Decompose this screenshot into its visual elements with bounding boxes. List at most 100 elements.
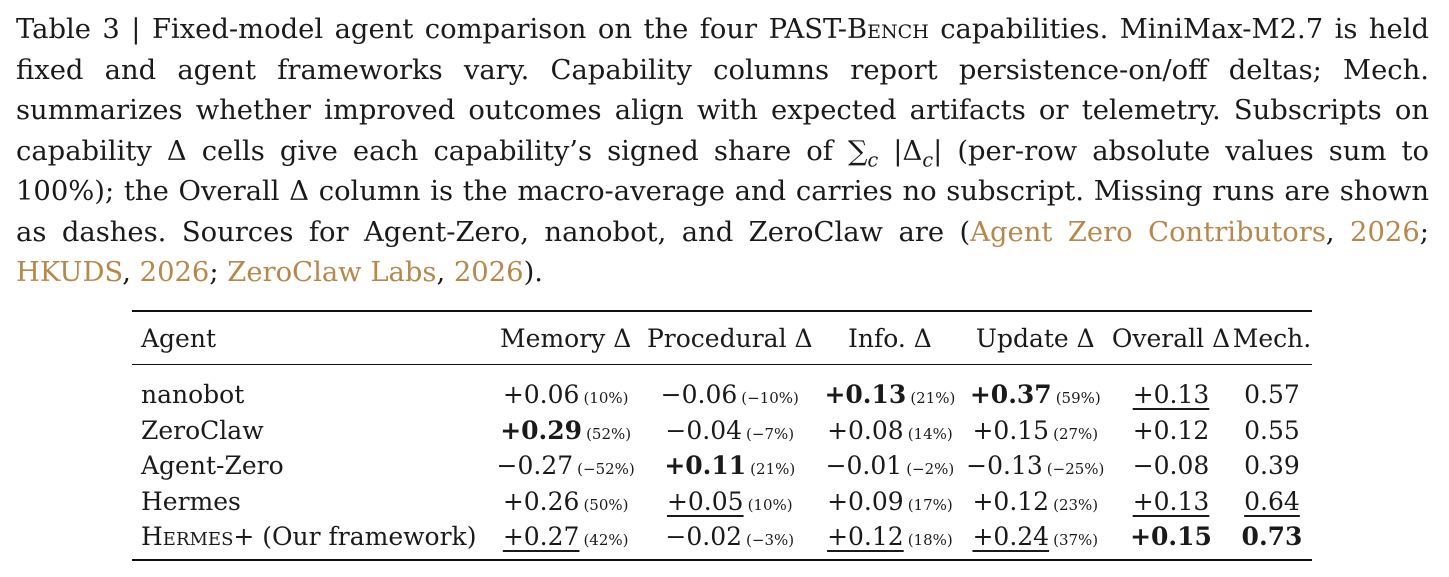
caption-bench-smallcaps: Bench — [847, 14, 929, 45]
citation-link[interactable]: Agent Zero Contributors — [970, 216, 1326, 248]
update-cell: +0.15 (27%) — [961, 413, 1110, 449]
agent-name: nanobot — [141, 380, 245, 410]
info-cell: −0.01 (−2%) — [819, 448, 960, 484]
table-caption: Table 3 | Fixed-model agent comparison o… — [16, 10, 1429, 294]
caption-text: Table 3 | Fixed-model agent comparison o… — [16, 14, 848, 45]
agent-name: Hermes+ (Our framework) — [132, 519, 491, 560]
mech-cell: 0.57 — [1232, 365, 1312, 413]
share-subscript: (42%) — [583, 531, 629, 550]
overall-value: +0.15 — [1130, 522, 1212, 552]
delta-value: +0.37 — [969, 380, 1052, 410]
overall-value: +0.12 — [1132, 415, 1210, 445]
delta-value: +0.12 — [827, 522, 904, 552]
update-cell: +0.37 (59%) — [961, 365, 1110, 413]
delta-value: +0.27 — [502, 522, 580, 552]
mech-cell: 0.73 — [1232, 519, 1312, 560]
overall-value: +0.13 — [1132, 486, 1210, 516]
share-subscript: (52%) — [586, 424, 632, 443]
table-header-row: Agent Memory Δ Procedural Δ Info. Δ Upda… — [132, 311, 1312, 365]
header-info: Info. Δ — [848, 323, 932, 353]
delta-value: −0.04 — [665, 415, 743, 445]
share-subscript: (−7%) — [746, 424, 795, 443]
procedural-cell: −0.02 (−3%) — [640, 519, 819, 560]
caption-separator: , — [1325, 216, 1351, 248]
agent-name-smallcaps: Hermes — [141, 522, 234, 552]
share-subscript: (10%) — [583, 389, 629, 408]
caption-separator: ; — [209, 257, 228, 288]
caption-separator: , — [122, 257, 140, 288]
delta-value: +0.11 — [664, 451, 747, 481]
table-row: ZeroClaw +0.29 (52%) −0.04 (−7%) +0.08 (14%… — [132, 413, 1312, 449]
agent-name-suffix: + (Our framework) — [233, 522, 477, 552]
delta-value: +0.24 — [972, 522, 1050, 552]
delta-value: −0.13 — [966, 451, 1043, 481]
memory-cell: +0.27 (42%) — [491, 519, 640, 560]
table-row: Agent-Zero −0.27 (−52%) +0.11 (21%) −0.01(… — [132, 448, 1312, 484]
memory-cell: +0.29 (52%) — [491, 413, 640, 449]
delta-value: −0.06 — [660, 380, 738, 410]
mech-value: 0.64 — [1244, 486, 1300, 516]
delta-value: +0.06 — [502, 380, 580, 410]
header-overall: Overall Δ — [1111, 323, 1231, 353]
header-memory: Memory Δ — [500, 323, 632, 353]
delta-value: +0.05 — [666, 486, 744, 516]
agent-name: ZeroClaw — [141, 415, 264, 445]
share-subscript: (59%) — [1055, 389, 1101, 408]
overall-cell: +0.15 — [1110, 519, 1232, 560]
delta-value: +0.26 — [502, 486, 580, 516]
info-cell: +0.09 (17%) — [819, 484, 960, 520]
procedural-cell: −0.06 (−10%) — [640, 365, 819, 413]
table-row: Hermes+ (Our framework) +0.27 (42%) −0.02… — [132, 519, 1312, 560]
overall-value: +0.13 — [1132, 380, 1210, 410]
procedural-cell: +0.05 (10%) — [640, 484, 819, 520]
caption-text: ). — [523, 257, 543, 288]
delta-value: −0.27 — [496, 451, 574, 481]
memory-cell: −0.27 (−52%) — [491, 448, 640, 484]
mech-value: 0.57 — [1244, 380, 1300, 410]
header-procedural: Procedural Δ — [646, 323, 813, 353]
delta-value: +0.15 — [972, 415, 1050, 445]
delta-value: +0.09 — [827, 486, 904, 516]
delta-value: +0.29 — [500, 415, 583, 445]
memory-cell: +0.06 (10%) — [491, 365, 640, 413]
caption-text: |Δ — [878, 135, 923, 167]
share-subscript: (−3%) — [746, 531, 795, 550]
citation-year-link[interactable]: 2026 — [453, 257, 524, 288]
share-subscript: (−2%) — [906, 460, 955, 479]
mech-cell: 0.39 — [1232, 448, 1312, 484]
share-subscript: (50%) — [583, 495, 629, 514]
update-cell: +0.24 (37%) — [961, 519, 1110, 560]
memory-cell: +0.26 (50%) — [491, 484, 640, 520]
citation-year-link[interactable]: 2026 — [139, 257, 210, 288]
share-subscript: (−52%) — [577, 460, 635, 479]
caption-separator: ; — [1419, 216, 1429, 248]
share-subscript: (−25%) — [1046, 460, 1105, 479]
info-cell: +0.12 (18%) — [819, 519, 960, 560]
delta-value: +0.08 — [827, 415, 904, 445]
citation-link[interactable]: HKUDS — [16, 257, 123, 288]
share-subscript: (17%) — [907, 495, 953, 514]
share-subscript: (14%) — [907, 424, 953, 443]
agent-name: Hermes — [141, 486, 241, 516]
citation-year-link[interactable]: 2026 — [1350, 216, 1420, 248]
caption-separator: , — [436, 257, 454, 288]
update-cell: −0.13 (−25%) — [961, 448, 1110, 484]
caption-subscript: c — [867, 147, 879, 171]
share-subscript: (21%) — [910, 389, 956, 408]
share-subscript: (−10%) — [741, 389, 799, 408]
info-cell: +0.08 (14%) — [819, 413, 960, 449]
update-cell: +0.12 (23%) — [961, 484, 1110, 520]
mech-cell: 0.64 — [1232, 484, 1312, 520]
caption-text: | (per-row absolute values sum to 100%);… — [16, 135, 1429, 248]
agent-name: Agent-Zero — [141, 451, 284, 481]
overall-cell: +0.13 — [1110, 365, 1232, 413]
overall-cell: +0.13 — [1110, 484, 1232, 520]
mech-cell: 0.55 — [1232, 413, 1312, 449]
citation-link[interactable]: ZeroClaw Labs — [227, 257, 437, 288]
share-subscript: (23%) — [1053, 495, 1099, 514]
caption-text: capabilities. MiniMax-M2.7 is held fixed… — [16, 14, 1429, 167]
delta-value: +0.12 — [972, 486, 1050, 516]
overall-cell: −0.08 — [1110, 448, 1232, 484]
share-subscript: (37%) — [1053, 531, 1099, 550]
overall-cell: +0.12 — [1110, 413, 1232, 449]
